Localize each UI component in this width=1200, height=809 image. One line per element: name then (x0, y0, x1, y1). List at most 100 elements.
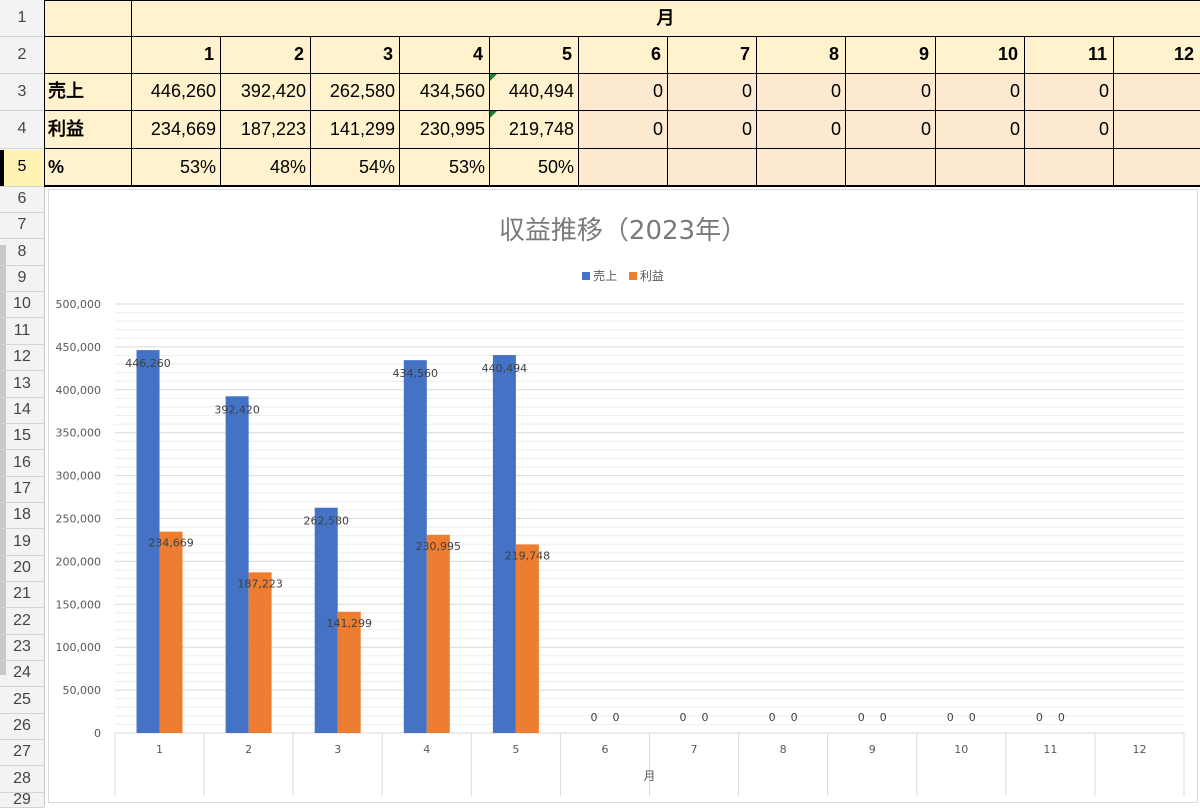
scrollbar[interactable] (0, 245, 6, 675)
data-cell[interactable] (1113, 73, 1200, 110)
row-number[interactable]: 2 (17, 45, 27, 63)
row-number[interactable]: 6 (17, 190, 27, 207)
row-divider (0, 148, 44, 149)
data-cell[interactable]: 0 (920, 119, 931, 139)
data-cell[interactable]: 0 (830, 81, 841, 101)
month-header-cell[interactable]: 2 (293, 44, 304, 64)
row-number[interactable]: 15 (13, 427, 31, 444)
data-cell[interactable]: 446,260 (150, 81, 216, 101)
data-cell[interactable]: 0 (1009, 119, 1020, 139)
bar-sales (314, 507, 338, 733)
row-number[interactable]: 26 (13, 717, 31, 734)
bar-profit (515, 544, 539, 733)
row-label-cell[interactable]: 売上 (48, 81, 84, 101)
data-cell[interactable] (1113, 110, 1200, 148)
month-header-cell[interactable]: 7 (739, 44, 750, 64)
data-cell[interactable]: 0 (1098, 119, 1109, 139)
row-number[interactable]: 23 (13, 638, 31, 655)
row-number[interactable]: 10 (13, 295, 31, 312)
data-cell[interactable]: 0 (830, 119, 841, 139)
row-number[interactable]: 24 (13, 664, 31, 681)
row-number[interactable]: 25 (13, 690, 31, 708)
data-cell[interactable]: 234,669 (150, 119, 216, 139)
data-cell[interactable]: 219,748 (508, 119, 574, 139)
month-header-cell[interactable]: 3 (382, 44, 393, 64)
data-cell[interactable]: 187,223 (240, 119, 306, 139)
data-cell[interactable]: 0 (1009, 81, 1020, 101)
row-number[interactable]: 22 (13, 611, 31, 629)
chart-area[interactable]: 収益推移（2023年） 売上 利益 0 50,000 100,000 150,000 2… (48, 189, 1198, 803)
data-cell[interactable]: 54% (358, 157, 395, 177)
data-cell[interactable]: 0 (741, 81, 752, 101)
month-header-cell[interactable]: 11 (1087, 44, 1107, 64)
data-cell[interactable] (667, 148, 756, 186)
row-number[interactable]: 5 (17, 158, 27, 175)
row-label-cell[interactable]: 利益 (48, 119, 84, 139)
data-cell[interactable] (1113, 148, 1200, 186)
row-number[interactable]: 17 (13, 480, 31, 497)
grid-line-horizontal (44, 148, 1200, 149)
row-divider (0, 581, 44, 582)
grid-line-vertical (220, 36, 221, 186)
row-number[interactable]: 1 (17, 9, 27, 26)
row-divider (0, 713, 44, 714)
data-cell[interactable] (935, 148, 1024, 186)
row-number[interactable]: 8 (17, 242, 27, 260)
data-cell[interactable]: 392,420 (240, 81, 306, 101)
data-cell[interactable] (1024, 148, 1113, 186)
row-number[interactable]: 19 (13, 532, 31, 550)
month-header-cell[interactable]: 4 (472, 44, 483, 64)
month-header-cell[interactable]: 8 (828, 44, 839, 64)
legend-item-sales: 売上 (582, 267, 617, 284)
data-cell[interactable]: 50% (537, 157, 574, 177)
data-cell[interactable]: 0 (920, 81, 931, 101)
row-label-cell[interactable]: % (48, 157, 65, 177)
data-cell[interactable]: 0 (652, 81, 663, 101)
data-cell[interactable]: 0 (741, 119, 752, 139)
month-header-cell[interactable]: 10 (997, 44, 1018, 64)
selected-row-marker (0, 150, 4, 187)
data-cell[interactable]: 434,560 (419, 81, 485, 101)
month-header-cell[interactable]: 5 (561, 44, 572, 64)
row-number[interactable]: 28 (13, 769, 31, 787)
data-label-profit: 0 (612, 711, 619, 724)
y-tick-label: 500,000 (56, 298, 102, 311)
row-number[interactable]: 29 (13, 790, 31, 808)
y-tick-label: 0 (94, 727, 101, 740)
bar-profit (159, 531, 183, 733)
row-number[interactable]: 13 (13, 374, 31, 392)
grid-line-horizontal (44, 0, 1200, 1)
row-number[interactable]: 12 (13, 348, 31, 365)
month-header-cell[interactable]: 1 (203, 44, 214, 64)
row-number[interactable]: 3 (17, 82, 27, 100)
row-number[interactable]: 11 (13, 321, 31, 339)
row-number[interactable]: 27 (13, 743, 31, 760)
legend-label-profit: 利益 (639, 269, 664, 283)
row-number[interactable]: 21 (13, 585, 31, 602)
data-cell[interactable] (578, 148, 667, 186)
row-number[interactable]: 7 (17, 216, 27, 233)
data-cell[interactable]: 53% (179, 157, 216, 177)
row-number[interactable]: 9 (17, 269, 27, 286)
row-number[interactable]: 16 (13, 453, 31, 471)
month-header-cell[interactable]: 9 (918, 44, 929, 64)
row-number[interactable]: 18 (13, 506, 31, 523)
data-cell[interactable]: 440,494 (508, 81, 574, 101)
data-cell[interactable] (845, 148, 935, 186)
bar-profit (426, 534, 450, 733)
month-header-cell[interactable]: 6 (650, 44, 661, 64)
row-number[interactable]: 14 (13, 401, 31, 418)
data-cell[interactable] (756, 148, 845, 186)
month-header-cell[interactable]: 12 (1173, 44, 1194, 64)
data-cell[interactable]: 0 (1098, 81, 1109, 101)
data-cell[interactable]: 230,995 (419, 119, 485, 139)
row-number[interactable]: 4 (17, 120, 27, 137)
data-cell[interactable]: 53% (448, 157, 485, 177)
y-tick-label: 350,000 (56, 427, 102, 440)
data-cell[interactable]: 0 (652, 119, 663, 139)
row-number[interactable]: 20 (13, 559, 31, 576)
data-cell[interactable]: 141,299 (329, 119, 395, 139)
data-cell[interactable]: 48% (269, 157, 306, 177)
bar-sales (403, 360, 427, 733)
data-cell[interactable]: 262,580 (329, 81, 395, 101)
